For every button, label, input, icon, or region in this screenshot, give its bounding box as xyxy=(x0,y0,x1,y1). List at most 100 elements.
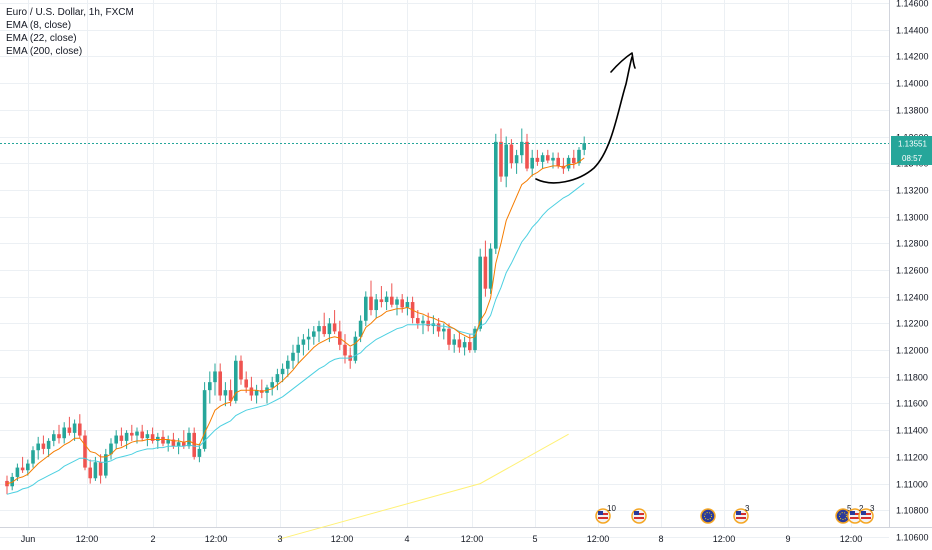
candle-body xyxy=(530,157,534,169)
candle-body xyxy=(208,382,212,391)
ema200-polyline xyxy=(277,433,569,541)
price-tick-label: 1.14200 xyxy=(896,52,929,62)
time-tick-label: 9 xyxy=(785,534,790,544)
ema200-line xyxy=(277,433,569,541)
ema8-legend[interactable]: EMA (8, close) xyxy=(6,20,72,31)
candle-body xyxy=(114,435,118,444)
price-tick-label: 1.14000 xyxy=(896,79,929,89)
chart-legend: Euro / U.S. Dollar, 1h, FXCM EMA (8, clo… xyxy=(6,6,134,58)
candle-body xyxy=(504,144,508,177)
candle-body xyxy=(270,382,274,388)
time-tick-label: 12:00 xyxy=(587,534,610,544)
candle-body xyxy=(390,296,394,305)
time-tick-label: 5 xyxy=(532,534,537,544)
svg-text:08:57: 08:57 xyxy=(902,154,923,163)
price-tick-label: 1.11000 xyxy=(896,480,928,490)
time-tick-label: 8 xyxy=(658,534,663,544)
ema22-line xyxy=(6,182,585,495)
candle-body xyxy=(20,467,25,471)
candle-body xyxy=(577,149,581,164)
us-flag-event-icon[interactable]: 10 xyxy=(595,504,616,524)
flag-canton xyxy=(634,511,639,515)
candle-body xyxy=(31,450,35,464)
candle-body xyxy=(322,326,326,335)
candle-body xyxy=(405,302,410,308)
candle-body xyxy=(301,339,306,345)
price-tick-label: 1.12000 xyxy=(896,346,929,356)
time-tick-label: 12:00 xyxy=(840,534,863,544)
candle-body xyxy=(150,434,155,441)
candle-body xyxy=(353,336,358,361)
us-flag-event-icon[interactable]: 3 xyxy=(858,504,875,524)
ema200-legend[interactable]: EMA (200, close) xyxy=(6,46,83,57)
candle-body xyxy=(26,463,30,471)
time-tick-label: 12:00 xyxy=(76,534,99,544)
candle-body xyxy=(171,439,176,447)
candle-body xyxy=(509,144,514,164)
price-tick-label: 1.14400 xyxy=(896,26,929,36)
candle-body xyxy=(161,436,165,444)
candle-body xyxy=(72,423,77,433)
candle-body xyxy=(540,155,545,162)
candle-body xyxy=(520,141,524,156)
us-flag-event-icon[interactable]: 2 xyxy=(847,504,864,524)
price-tick-label: 1.11200 xyxy=(896,453,928,463)
candle-body xyxy=(442,328,446,332)
candle-body xyxy=(286,360,290,369)
freehand-arrow-drawing[interactable] xyxy=(535,52,636,184)
time-tick-label: 12:00 xyxy=(713,534,736,544)
candle-body xyxy=(468,342,472,351)
flag-canton xyxy=(861,511,866,515)
candle-body xyxy=(57,434,61,439)
time-tick-label: 4 xyxy=(404,534,409,544)
price-tick-label: 1.11600 xyxy=(896,399,928,409)
event-circle xyxy=(700,508,716,524)
candle-body xyxy=(176,442,181,447)
candle-body xyxy=(343,344,347,356)
candle-body xyxy=(312,331,316,337)
candle-body xyxy=(98,462,103,476)
eu-flag-event-icon[interactable] xyxy=(700,508,716,524)
candle-body xyxy=(551,157,555,161)
candle-body xyxy=(78,423,82,436)
event-count-label: 10 xyxy=(607,504,616,513)
candle-body xyxy=(291,352,295,361)
candle-body xyxy=(275,374,280,383)
time-tick-label: 12:00 xyxy=(331,534,354,544)
candle-body xyxy=(452,339,456,345)
time-tick-label: Jun xyxy=(21,534,36,544)
candle-body xyxy=(499,141,503,177)
candle-body xyxy=(83,435,87,468)
ema22-legend[interactable]: EMA (22, close) xyxy=(6,33,77,44)
chart-grid xyxy=(0,0,889,538)
candle-body xyxy=(15,467,20,477)
candle-body xyxy=(317,326,321,332)
symbol-title[interactable]: Euro / U.S. Dollar, 1h, FXCM xyxy=(6,7,134,18)
us-flag-event-icon[interactable] xyxy=(631,508,647,524)
economic-events-row[interactable]: 10 3 5 2 3 xyxy=(595,504,875,524)
candle-body xyxy=(494,141,498,249)
price-tick-label: 1.11800 xyxy=(896,373,928,383)
candle-body xyxy=(166,439,170,444)
event-count-label: 5 xyxy=(847,504,852,513)
candle-body xyxy=(36,443,40,451)
candle-body xyxy=(400,299,404,308)
time-axis[interactable]: Jun 12:00 2 12:00 3 12:00 4 12:00 5 12:00 8 12:00 9 1… xyxy=(21,534,863,544)
price-tick-label: 1.11400 xyxy=(896,426,928,436)
us-flag-event-icon[interactable]: 3 xyxy=(733,504,750,524)
candle-body xyxy=(213,371,217,383)
time-tick-label: 12:00 xyxy=(461,534,484,544)
price-tick-label: 1.14600 xyxy=(896,0,929,9)
candle-body xyxy=(327,323,332,335)
candle-body xyxy=(52,434,56,441)
candle-body xyxy=(192,432,196,457)
candle-body xyxy=(145,434,150,439)
price-tick-label: 1.12800 xyxy=(896,239,929,249)
candle-body xyxy=(130,432,134,436)
svg-text:1.13551: 1.13551 xyxy=(898,140,927,149)
candle-body xyxy=(197,448,202,457)
ema22-polyline xyxy=(6,182,585,495)
event-count-label: 2 xyxy=(859,504,864,513)
price-axis[interactable]: 1.10600 1.10800 1.11000 1.11200 1.11400 1.116… xyxy=(896,0,929,543)
